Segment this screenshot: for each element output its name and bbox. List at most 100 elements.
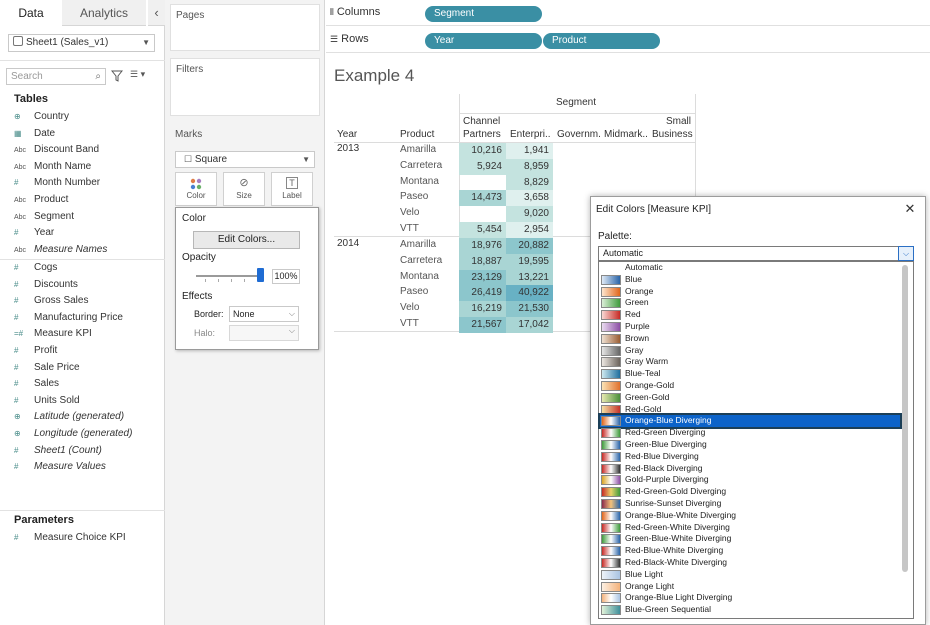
palette-item-red-green-gold-diverging[interactable]: Red-Green-Gold Diverging — [600, 486, 900, 498]
field-discounts[interactable]: # Discounts — [14, 277, 78, 293]
table-cell[interactable] — [459, 175, 506, 191]
column-header[interactable]: Partners — [463, 129, 501, 140]
opacity-slider-track[interactable] — [196, 275, 262, 277]
palette-item-orange-gold[interactable]: Orange-Gold — [600, 380, 900, 392]
palette-item-orange-blue-light-diverging[interactable]: Orange-Blue Light Diverging — [600, 592, 900, 604]
field-sale-price[interactable]: # Sale Price — [14, 360, 80, 376]
table-cell[interactable]: 20,882 — [506, 238, 553, 254]
palette-item-red-gold[interactable]: Red-Gold — [600, 404, 900, 416]
column-header[interactable]: Midmark.. — [604, 129, 648, 140]
filter-icon[interactable] — [111, 69, 123, 83]
palette-item-orange-blue-white-diverging[interactable]: Orange-Blue-White Diverging — [600, 510, 900, 522]
palette-item-gray[interactable]: Gray — [600, 345, 900, 357]
filters-shelf[interactable]: Filters — [170, 58, 320, 116]
color-mark-button[interactable]: Color — [175, 172, 217, 206]
field-year[interactable]: # Year — [14, 225, 54, 241]
table-cell[interactable]: 19,595 — [506, 253, 553, 270]
palette-item-brown[interactable]: Brown — [600, 333, 900, 345]
label-mark-button[interactable]: T Label — [271, 172, 313, 206]
palette-item-orange-blue-diverging[interactable]: Orange-Blue Diverging — [598, 413, 902, 430]
field-date[interactable]: ▦ Date — [14, 126, 55, 142]
field-discount-band[interactable]: Abc Discount Band — [14, 142, 99, 158]
table-cell[interactable]: 13,221 — [506, 269, 553, 286]
palette-item-orange[interactable]: Orange — [600, 286, 900, 298]
table-cell[interactable]: 8,959 — [506, 158, 553, 175]
table-cell[interactable]: 18,887 — [459, 253, 506, 270]
field-measure-kpi[interactable]: =# Measure KPI — [14, 326, 92, 342]
border-select[interactable]: None ⌵ — [229, 306, 299, 322]
field-month-name[interactable]: Abc Month Name — [14, 159, 91, 175]
field-segment[interactable]: Abc Segment — [14, 209, 74, 225]
column-header[interactable]: Business — [652, 129, 693, 140]
product-pill[interactable]: Product — [543, 33, 660, 49]
field-longitude-generated[interactable]: ⊕ Longitude (generated) — [14, 426, 132, 442]
palette-item-sunrise-sunset-diverging[interactable]: Sunrise-Sunset Diverging — [600, 498, 900, 510]
palette-scrollbar[interactable] — [902, 265, 908, 572]
table-cell[interactable]: 1,941 — [506, 143, 553, 159]
table-cell[interactable]: 17,042 — [506, 317, 553, 333]
opacity-value-input[interactable]: 100% — [272, 269, 300, 284]
palette-item-purple[interactable]: Purple — [600, 321, 900, 333]
columns-shelf[interactable] — [326, 1, 930, 26]
palette-item-red-black-diverging[interactable]: Red-Black Diverging — [600, 463, 900, 475]
palette-item-gray-warm[interactable]: Gray Warm — [600, 356, 900, 368]
tab-analytics[interactable]: Analytics — [62, 0, 146, 26]
table-cell[interactable]: 3,658 — [506, 190, 553, 207]
palette-item-gold-purple-diverging[interactable]: Gold-Purple Diverging — [600, 474, 900, 486]
palette-item-red-green-diverging[interactable]: Red-Green Diverging — [600, 427, 900, 439]
table-cell[interactable]: 21,567 — [459, 317, 506, 333]
field-country[interactable]: ⊕ Country — [14, 109, 69, 125]
table-cell[interactable]: 9,020 — [506, 206, 553, 223]
table-cell[interactable]: 21,530 — [506, 301, 553, 318]
field-product[interactable]: Abc Product — [14, 192, 68, 208]
table-cell[interactable] — [459, 206, 506, 222]
field-latitude-generated[interactable]: ⊕ Latitude (generated) — [14, 409, 124, 425]
list-view-icon[interactable]: ☰ ▾ — [130, 69, 146, 79]
field-measure-values[interactable]: # Measure Values — [14, 459, 106, 475]
rows-shelf[interactable] — [326, 28, 930, 53]
field-month-number[interactable]: # Month Number — [14, 175, 100, 191]
close-icon[interactable]: ✕ — [904, 201, 916, 216]
year-pill[interactable]: Year — [425, 33, 542, 49]
table-cell[interactable]: 23,129 — [459, 269, 506, 286]
field-sheet1-count[interactable]: # Sheet1 (Count) — [14, 443, 102, 459]
palette-item-red-green-white-diverging[interactable]: Red-Green-White Diverging — [600, 522, 900, 534]
opacity-slider-thumb[interactable] — [257, 268, 264, 282]
field-gross-sales[interactable]: # Gross Sales — [14, 293, 88, 309]
table-cell[interactable]: 2,954 — [506, 222, 553, 238]
chevron-down-icon[interactable]: ⌵ — [898, 246, 914, 261]
palette-item-red-blue-diverging[interactable]: Red-Blue Diverging — [600, 451, 900, 463]
palette-item-green[interactable]: Green — [600, 297, 900, 309]
table-cell[interactable]: 18,976 — [459, 238, 506, 254]
field-units-sold[interactable]: # Units Sold — [14, 393, 80, 409]
tab-data[interactable]: Data — [0, 0, 62, 26]
palette-item-blue-light[interactable]: Blue Light — [600, 569, 900, 581]
pages-shelf[interactable]: Pages — [170, 4, 320, 51]
size-mark-button[interactable]: ⊘ Size — [223, 172, 265, 206]
table-cell[interactable]: 5,924 — [459, 158, 506, 175]
palette-item-red-blue-white-diverging[interactable]: Red-Blue-White Diverging — [600, 545, 900, 557]
table-cell[interactable]: 40,922 — [506, 285, 553, 302]
mark-type-select[interactable]: ☐ Square ▼ — [175, 151, 315, 168]
search-input[interactable]: Search ⌕ — [6, 68, 106, 85]
datasource-select[interactable]: Sheet1 (Sales_v1) ▼ — [8, 34, 155, 52]
table-cell[interactable]: 5,454 — [459, 222, 506, 238]
palette-item-red-black-white-diverging[interactable]: Red-Black-White Diverging — [600, 557, 900, 569]
field-sales[interactable]: # Sales — [14, 376, 59, 392]
column-header[interactable]: Enterpri.. — [510, 129, 551, 140]
palette-item-blue[interactable]: Blue — [600, 274, 900, 286]
palette-item-green-gold[interactable]: Green-Gold — [600, 392, 900, 404]
field-measure-names[interactable]: Abc Measure Names — [14, 242, 107, 258]
field-profit[interactable]: # Profit — [14, 343, 57, 359]
palette-item-orange-light[interactable]: Orange Light — [600, 581, 900, 593]
field-measure-choice-kpi[interactable]: # Measure Choice KPI — [14, 530, 126, 546]
palette-item-red[interactable]: Red — [600, 309, 900, 321]
column-header[interactable]: Governm.. — [557, 129, 600, 140]
table-cell[interactable]: 10,216 — [459, 143, 506, 159]
table-cell[interactable]: 8,829 — [506, 174, 553, 191]
table-cell[interactable]: 26,419 — [459, 285, 506, 302]
palette-item-green-blue-white-diverging[interactable]: Green-Blue-White Diverging — [600, 533, 900, 545]
halo-select[interactable]: ⌵ — [229, 325, 299, 341]
segment-pill[interactable]: Segment — [425, 6, 542, 22]
table-cell[interactable]: 16,219 — [459, 301, 506, 318]
